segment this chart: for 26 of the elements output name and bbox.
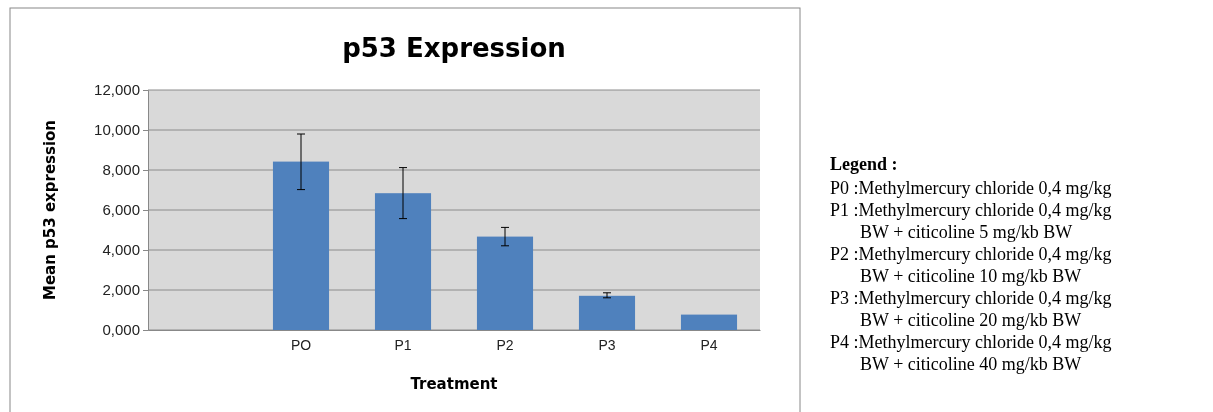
bar <box>680 314 738 330</box>
text: P3 :Methylmercury chloride 0,4 mg/kg BW + citicoline 20 mg/kb BW <box>830 288 1112 330</box>
text: Legend : <box>830 154 898 174</box>
y-tick-label: 2,000 <box>102 281 140 299</box>
x-axis-title: Treatment <box>410 375 498 393</box>
x-tick-label: PO <box>290 336 312 353</box>
text: P2 :Methylmercury chloride 0,4 mg/kg BW + citicoline 10 mg/kb BW <box>830 244 1112 286</box>
y-tick-label: 12,000 <box>94 81 140 99</box>
bar <box>578 295 636 330</box>
y-tick-label: 10,000 <box>94 121 140 139</box>
text: P1 :Methylmercury chloride 0,4 mg/kg BW + citicoline 5 mg/kb BW <box>830 200 1112 242</box>
y-axis-title: Mean p53 expression <box>41 119 59 301</box>
y-tick-label: 0,000 <box>102 321 140 339</box>
text: P4 :Methylmercury chloride 0,4 mg/kg BW + citicoline 40 mg/kb BW <box>830 332 1112 374</box>
bar <box>476 236 534 330</box>
chart-title: p53 Expression <box>342 33 566 63</box>
bar <box>374 193 432 330</box>
x-tick-label: P1 <box>394 336 412 353</box>
bar <box>272 161 330 330</box>
y-tick-label: 6,000 <box>102 201 140 219</box>
y-tick-label: 8,000 <box>102 161 140 179</box>
x-tick-label: P4 <box>700 336 718 353</box>
text: P0 :Methylmercury chloride 0,4 mg/kg <box>830 178 1112 198</box>
x-tick-label: P2 <box>496 336 514 353</box>
x-tick-label: P3 <box>598 336 616 353</box>
y-tick-label: 4,000 <box>102 241 140 259</box>
